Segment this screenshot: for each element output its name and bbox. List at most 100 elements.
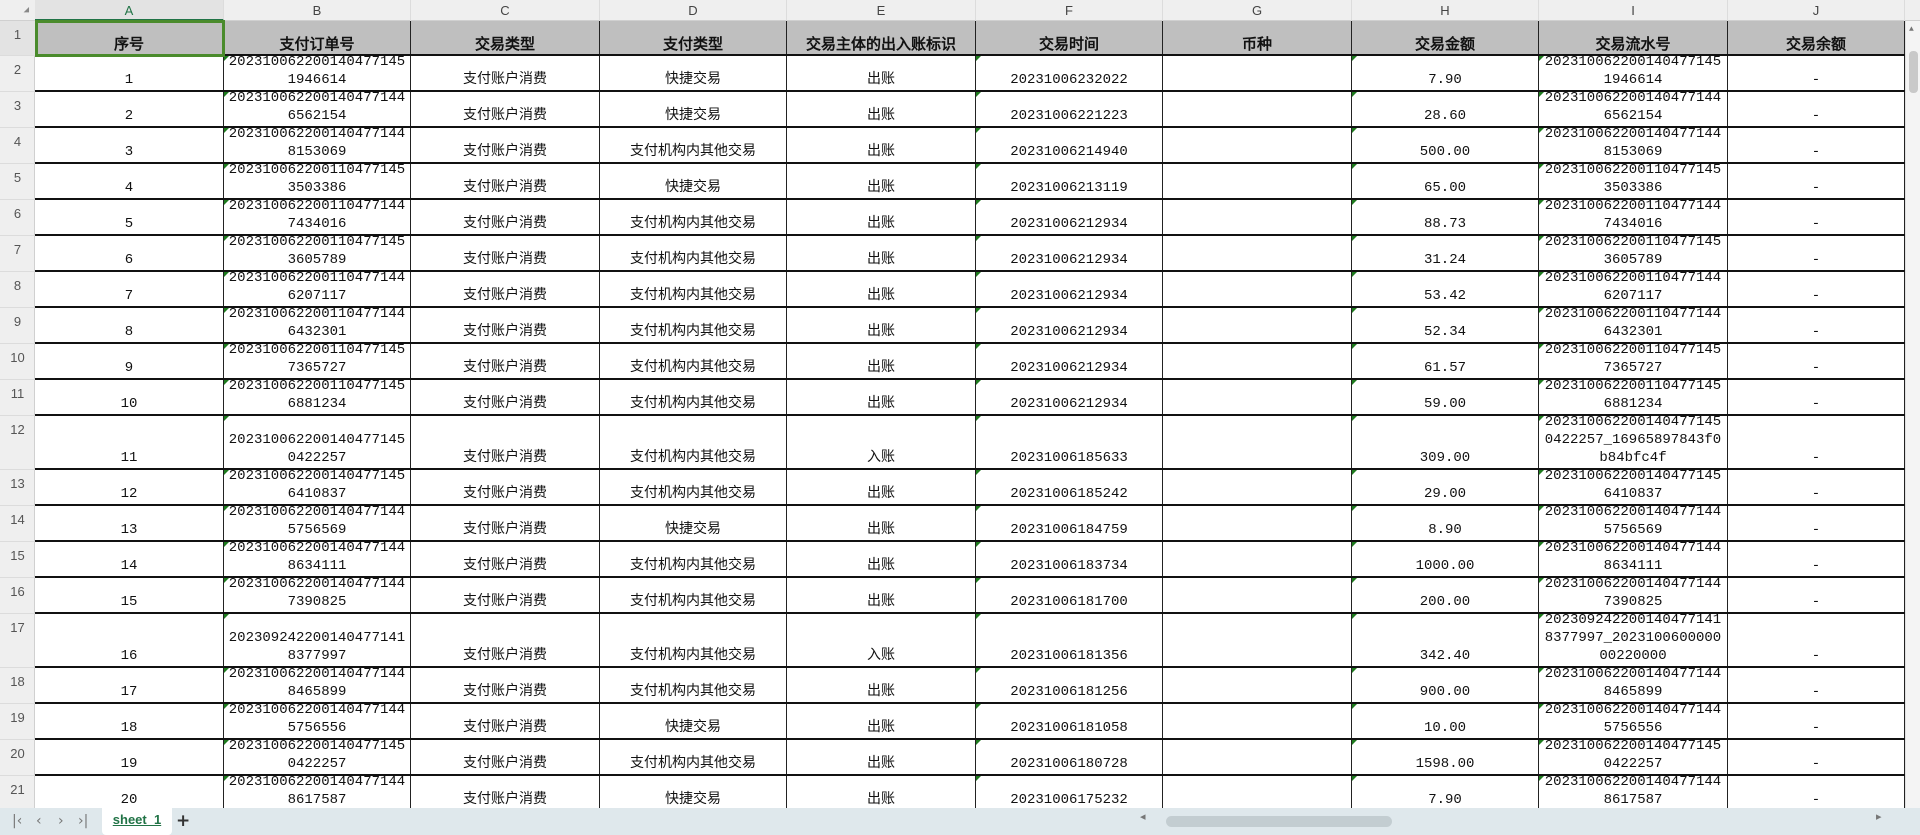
cell-d[interactable]: 快捷交易: [600, 92, 787, 126]
cell-b[interactable]: 202310062200110477144643​2301: [224, 306, 411, 342]
cell-h[interactable]: 900.00: [1352, 668, 1539, 702]
cell-a[interactable]: 17: [35, 668, 224, 702]
row-header-19[interactable]: 19: [0, 704, 35, 740]
cell-j[interactable]: -: [1728, 470, 1905, 504]
row-header-11[interactable]: 11: [0, 380, 35, 416]
cell-g[interactable]: [1163, 92, 1352, 126]
cell-a[interactable]: 9: [35, 344, 224, 378]
cell-c[interactable]: 支付账户消费: [411, 740, 600, 774]
header-cell[interactable]: 支付类型: [600, 21, 787, 54]
vertical-scroll-thumb[interactable]: [1909, 51, 1918, 93]
cell-c[interactable]: 支付账户消费: [411, 344, 600, 378]
cell-e[interactable]: 出账: [787, 56, 976, 90]
cell-d[interactable]: 支付机构内其他交易: [600, 200, 787, 234]
spreadsheet-grid[interactable]: 序号 支付订单号 交易类型 支付类型 交易主体的出入账标识 交易时间 币种 交易金额 交易流水号…: [35, 21, 1905, 808]
column-header-j[interactable]: J: [1728, 0, 1905, 21]
cell-c[interactable]: 支付账户消费: [411, 776, 600, 808]
cell-b[interactable]: 202310062200140477145042​2257: [224, 738, 411, 774]
cell-j[interactable]: -: [1728, 776, 1905, 808]
cell-b[interactable]: 202310062200140477144815​3069: [224, 126, 411, 162]
cell-b[interactable]: 202310062200140477144861​7587: [224, 774, 411, 808]
cell-f[interactable]: 20231006185633: [976, 416, 1163, 468]
cell-e[interactable]: 出账: [787, 308, 976, 342]
cell-g[interactable]: [1163, 56, 1352, 90]
cell-j[interactable]: -: [1728, 506, 1905, 540]
cell-g[interactable]: [1163, 776, 1352, 808]
cell-b[interactable]: 202310062200110477144743​4016: [224, 198, 411, 234]
cell-h[interactable]: 65.00: [1352, 164, 1539, 198]
cell-i[interactable]: 202310062200140477144863​4111: [1539, 540, 1728, 576]
prev-sheet-icon[interactable]: ‹: [36, 813, 42, 829]
cell-i[interactable]: 202310062200140477144656​2154: [1539, 90, 1728, 126]
cell-c[interactable]: 支付账户消费: [411, 272, 600, 306]
cell-d[interactable]: 快捷交易: [600, 704, 787, 738]
cell-h[interactable]: 7.90: [1352, 776, 1539, 808]
column-header-f[interactable]: F: [976, 0, 1163, 21]
cell-j[interactable]: -: [1728, 272, 1905, 306]
header-cell[interactable]: 支付订单号: [224, 21, 411, 54]
cell-c[interactable]: 支付账户消费: [411, 56, 600, 90]
cell-b[interactable]: 202310062200110477144620​7117: [224, 270, 411, 306]
cell-j[interactable]: -: [1728, 128, 1905, 162]
cell-e[interactable]: 入账: [787, 416, 976, 468]
cell-a[interactable]: 12: [35, 470, 224, 504]
cell-h[interactable]: 59.00: [1352, 380, 1539, 414]
cell-i[interactable]: 20231006220014047714519​46614: [1539, 54, 1728, 90]
cell-h[interactable]: 7.90: [1352, 56, 1539, 90]
cell-i[interactable]: 202310062200140477144846​5899: [1539, 666, 1728, 702]
cell-a[interactable]: 20: [35, 776, 224, 808]
cell-d[interactable]: 快捷交易: [600, 164, 787, 198]
cell-c[interactable]: 支付账户消费: [411, 578, 600, 612]
cell-j[interactable]: -: [1728, 380, 1905, 414]
cell-a[interactable]: 4: [35, 164, 224, 198]
cell-e[interactable]: 出账: [787, 92, 976, 126]
row-header-3[interactable]: 3: [0, 92, 35, 128]
cell-j[interactable]: -: [1728, 92, 1905, 126]
cell-j[interactable]: -: [1728, 416, 1905, 468]
cell-f[interactable]: 20231006221223: [976, 92, 1163, 126]
row-header-21[interactable]: 21: [0, 776, 35, 812]
scroll-up-icon[interactable]: ▲: [1909, 25, 1914, 34]
column-header-b[interactable]: B: [224, 0, 411, 21]
column-header-c[interactable]: C: [411, 0, 600, 21]
cell-h[interactable]: 28.60: [1352, 92, 1539, 126]
cell-d[interactable]: 支付机构内其他交易: [600, 578, 787, 612]
horizontal-scrollbar[interactable]: ◂ ▸: [1140, 810, 1890, 828]
column-header-a[interactable]: A: [35, 0, 224, 21]
cell-a[interactable]: 2: [35, 92, 224, 126]
row-header-20[interactable]: 20: [0, 740, 35, 776]
cell-g[interactable]: [1163, 578, 1352, 612]
cell-a[interactable]: 7: [35, 272, 224, 306]
row-header-17[interactable]: 17: [0, 614, 35, 668]
cell-a[interactable]: 13: [35, 506, 224, 540]
cell-i[interactable]: 202309242200140477141837​7997_2023100600…: [1539, 612, 1728, 666]
header-cell[interactable]: 交易流水号: [1539, 21, 1728, 54]
row-header-5[interactable]: 5: [0, 164, 35, 200]
add-sheet-button[interactable]: +: [176, 811, 191, 831]
cell-i[interactable]: 202310062200110477144620​7117: [1539, 270, 1728, 306]
row-header-10[interactable]: 10: [0, 344, 35, 380]
cell-b[interactable]: 202310062200110477145736​5727: [224, 342, 411, 378]
cell-a[interactable]: 19: [35, 740, 224, 774]
cell-g[interactable]: [1163, 308, 1352, 342]
cell-g[interactable]: [1163, 128, 1352, 162]
cell-i[interactable]: 202310062200140477144815​3069: [1539, 126, 1728, 162]
row-header-9[interactable]: 9: [0, 308, 35, 344]
cell-f[interactable]: 20231006184759: [976, 506, 1163, 540]
scroll-left-icon[interactable]: ◂: [1140, 810, 1146, 823]
cell-b[interactable]: 202310062200140477144656​2154: [224, 90, 411, 126]
cell-c[interactable]: 支付账户消费: [411, 668, 600, 702]
cell-h[interactable]: 52.34: [1352, 308, 1539, 342]
cell-g[interactable]: [1163, 236, 1352, 270]
cell-g[interactable]: [1163, 740, 1352, 774]
cell-b[interactable]: 20231006220014047714519​46614: [224, 54, 411, 90]
cell-j[interactable]: -: [1728, 614, 1905, 666]
cell-b[interactable]: 202310062200110477145360​5789: [224, 234, 411, 270]
cell-f[interactable]: 20231006212934: [976, 344, 1163, 378]
row-header-13[interactable]: 13: [0, 470, 35, 506]
cell-h[interactable]: 500.00: [1352, 128, 1539, 162]
cell-h[interactable]: 1598.00: [1352, 740, 1539, 774]
cell-d[interactable]: 快捷交易: [600, 776, 787, 808]
row-header-8[interactable]: 8: [0, 272, 35, 308]
row-header-2[interactable]: 2: [0, 56, 35, 92]
